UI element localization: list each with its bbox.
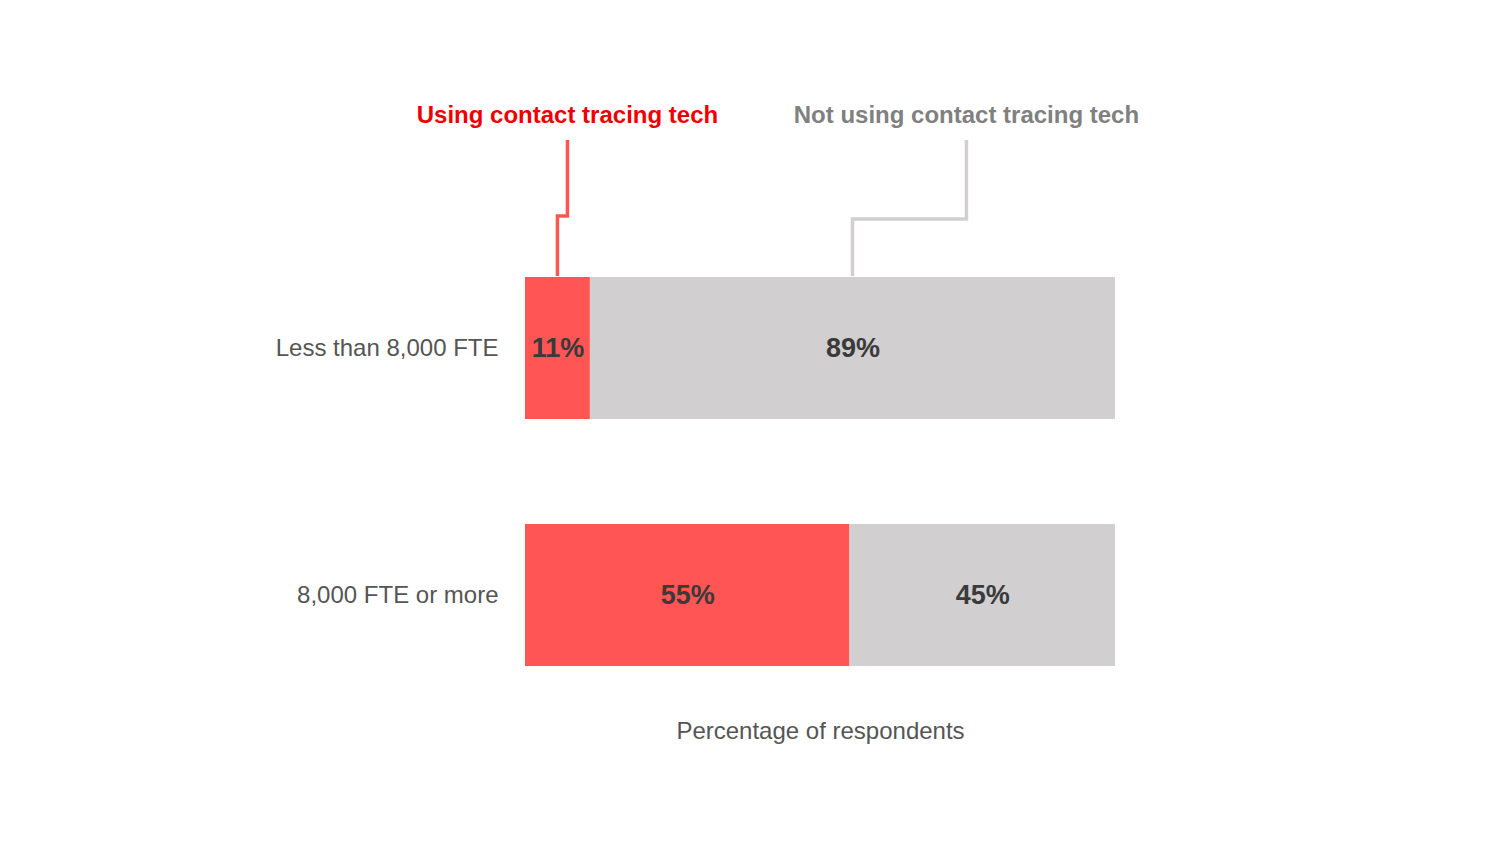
svg-text:55%: 55% (661, 580, 715, 610)
svg-text:11%: 11% (532, 333, 585, 363)
svg-text:89%: 89% (826, 333, 880, 363)
svg-text:Using contact tracing tech: Using contact tracing tech (417, 101, 718, 128)
svg-text:8,000 FTE or more: 8,000 FTE or more (297, 581, 498, 608)
svg-text:Less than 8,000 FTE: Less than 8,000 FTE (276, 334, 499, 361)
svg-text:Not using contact tracing tech: Not using contact tracing tech (794, 101, 1139, 128)
svg-text:Percentage of respondents: Percentage of respondents (676, 717, 964, 744)
svg-text:45%: 45% (956, 580, 1010, 610)
